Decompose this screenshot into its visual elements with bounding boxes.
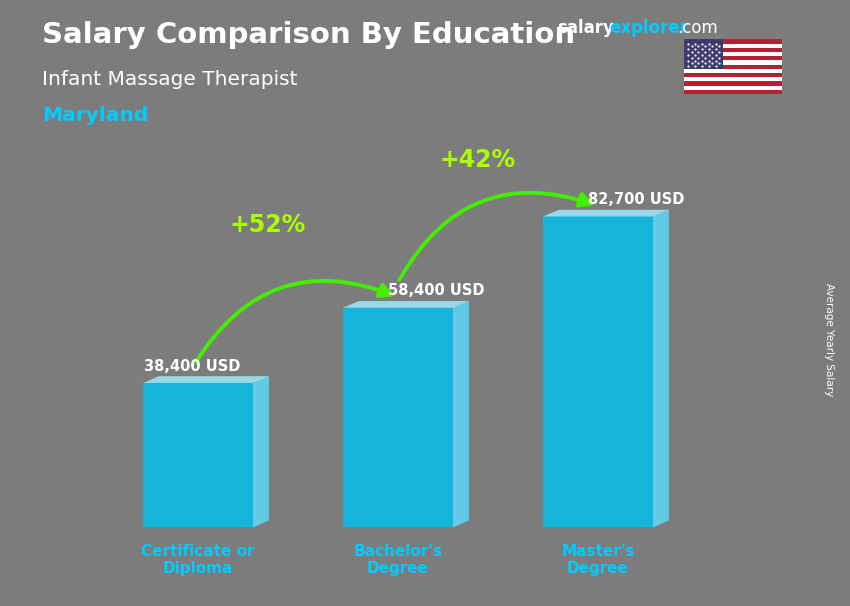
Polygon shape (253, 376, 269, 527)
Text: salary: salary (557, 19, 614, 38)
Bar (343, 308, 453, 527)
Text: 38,400 USD: 38,400 USD (144, 359, 241, 373)
Polygon shape (453, 301, 469, 527)
Bar (684, 39, 782, 44)
Bar (684, 77, 782, 81)
Bar (684, 73, 782, 77)
Polygon shape (143, 376, 269, 383)
Bar (684, 68, 782, 73)
Text: 82,700 USD: 82,700 USD (588, 192, 684, 207)
Text: +42%: +42% (440, 148, 516, 172)
Text: explorer: explorer (609, 19, 688, 38)
Bar (684, 85, 782, 90)
Bar (684, 61, 782, 65)
Text: Average Yearly Salary: Average Yearly Salary (824, 283, 834, 396)
Bar (684, 48, 782, 52)
Bar (543, 216, 653, 527)
Bar (684, 56, 782, 61)
Polygon shape (343, 301, 469, 308)
Text: Infant Massage Therapist: Infant Massage Therapist (42, 70, 298, 88)
Text: .com: .com (677, 19, 718, 38)
Bar (684, 44, 782, 48)
Bar (684, 81, 782, 85)
Bar (684, 90, 782, 94)
Text: +52%: +52% (230, 213, 306, 237)
Polygon shape (543, 210, 669, 216)
Text: Maryland: Maryland (42, 106, 149, 125)
Bar (684, 39, 723, 68)
Text: Salary Comparison By Education: Salary Comparison By Education (42, 21, 575, 49)
Bar (143, 383, 253, 527)
Bar (684, 52, 782, 56)
Bar (684, 65, 782, 68)
Text: 58,400 USD: 58,400 USD (388, 284, 484, 298)
Polygon shape (653, 210, 669, 527)
